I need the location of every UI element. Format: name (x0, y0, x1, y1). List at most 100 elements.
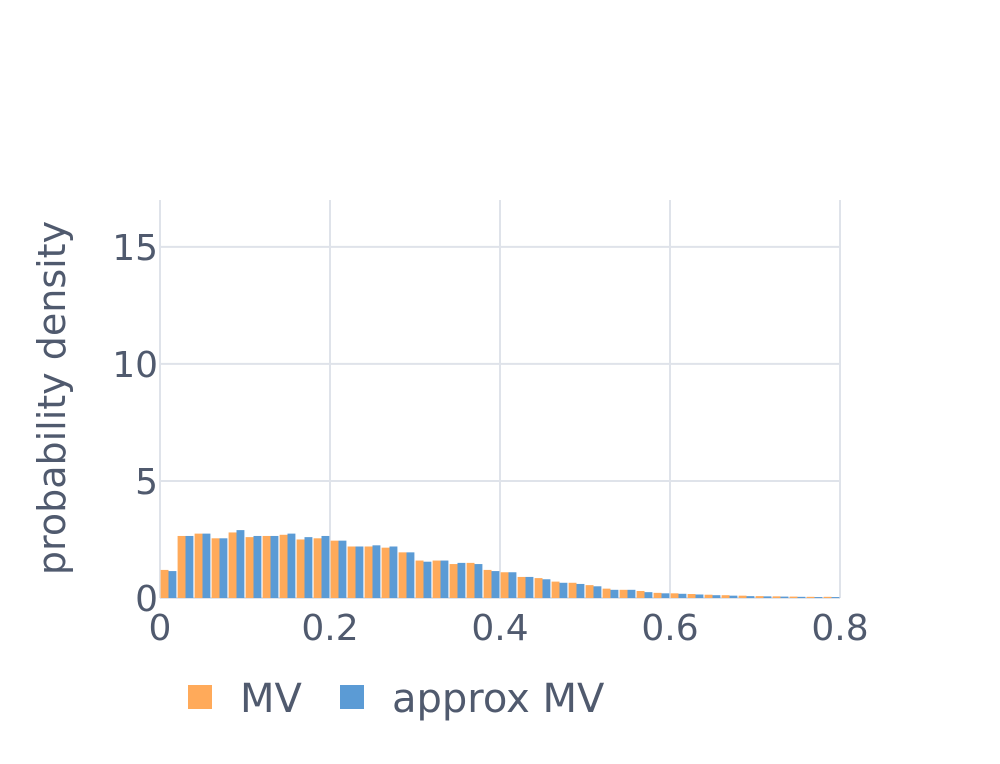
bar-mv (687, 594, 696, 598)
bar-approx-mv (678, 593, 687, 598)
bar-approx-mv (627, 589, 636, 598)
bar-approx-mv (508, 572, 517, 598)
legend-swatch-approx-mv[interactable] (340, 685, 364, 709)
bar-approx-mv (593, 586, 602, 598)
bar-approx-mv (559, 582, 568, 598)
bar-approx-mv (219, 538, 228, 598)
bar-approx-mv (729, 595, 738, 598)
bar-mv (228, 532, 237, 598)
bar-approx-mv (236, 530, 245, 598)
bar-approx-mv (202, 533, 211, 598)
bar-mv (636, 590, 645, 598)
bar-mv (653, 592, 662, 598)
x-tick-label: 0.2 (301, 608, 358, 649)
bar-approx-mv (525, 576, 534, 598)
bar-mv (670, 593, 679, 598)
bar-mv (551, 581, 560, 598)
bar-approx-mv (474, 564, 483, 598)
bar-approx-mv (406, 552, 415, 598)
bar-mv (381, 547, 390, 598)
bar-approx-mv (457, 562, 466, 598)
y-tick-label: 0 (135, 579, 158, 620)
bar-approx-mv (763, 596, 772, 598)
bar-mv (721, 595, 730, 598)
bar-mv (262, 535, 271, 598)
bar-approx-mv (440, 560, 449, 598)
bar-mv (789, 596, 798, 598)
bar-approx-mv (168, 571, 177, 598)
bar-mv (568, 582, 577, 598)
y-axis-title: probability density (30, 221, 74, 575)
bars-layer (160, 530, 840, 598)
bar-mv (160, 569, 169, 598)
bar-approx-mv (185, 535, 194, 598)
bar-mv (704, 594, 713, 598)
bar-approx-mv (491, 571, 500, 598)
bar-approx-mv (253, 535, 262, 598)
bar-approx-mv (542, 579, 551, 598)
bar-mv (449, 564, 458, 598)
bar-approx-mv (746, 596, 755, 598)
bar-mv (517, 576, 526, 598)
bar-approx-mv (712, 595, 721, 598)
legend-swatch-mv[interactable] (188, 685, 212, 709)
bar-approx-mv (338, 540, 347, 598)
bar-mv (432, 560, 441, 598)
tick-labels: 0 0.2 0.4 0.6 0.8 0 5 10 15 (112, 228, 868, 649)
bar-mv (347, 546, 356, 598)
bar-approx-mv (304, 537, 313, 598)
bar-approx-mv (576, 583, 585, 598)
legend-label-mv[interactable]: MV (240, 676, 303, 722)
bar-mv (806, 596, 815, 598)
bar-mv (534, 578, 543, 598)
legend[interactable]: MV approx MV (188, 676, 605, 722)
bar-mv (296, 539, 305, 598)
bar-mv (415, 560, 424, 598)
bar-approx-mv (610, 589, 619, 598)
x-tick-label: 0.6 (641, 608, 698, 649)
bar-mv (313, 538, 322, 598)
bar-mv (585, 585, 594, 598)
bar-approx-mv (814, 597, 823, 598)
bar-approx-mv (797, 596, 806, 598)
x-tick-label: 0.8 (811, 608, 868, 649)
bar-mv (398, 552, 407, 598)
y-tick-label: 10 (112, 345, 158, 386)
bar-mv (755, 596, 764, 598)
bar-mv (602, 588, 611, 598)
legend-label-approx-mv[interactable]: approx MV (392, 676, 605, 722)
bar-mv (177, 535, 186, 598)
bar-approx-mv (270, 535, 279, 598)
bar-mv (738, 595, 747, 598)
grid-lines (159, 200, 841, 599)
x-tick-label: 0.4 (471, 608, 528, 649)
bar-mv (500, 572, 509, 598)
bar-mv (279, 534, 288, 598)
bar-mv (466, 562, 475, 598)
bar-mv (194, 533, 203, 598)
bar-mv (364, 546, 373, 598)
bar-approx-mv (389, 546, 398, 598)
bar-approx-mv (780, 596, 789, 598)
y-tick-label: 5 (135, 462, 158, 503)
bar-approx-mv (423, 561, 432, 598)
bar-approx-mv (355, 546, 364, 598)
bar-mv (330, 540, 339, 598)
bar-approx-mv (661, 593, 670, 598)
y-tick-label: 15 (112, 228, 158, 269)
bar-mv (772, 596, 781, 598)
bar-approx-mv (831, 597, 840, 598)
bar-mv (483, 569, 492, 598)
bar-approx-mv (695, 594, 704, 598)
bar-approx-mv (321, 535, 330, 598)
bar-approx-mv (644, 592, 653, 598)
bar-mv (619, 589, 628, 598)
bar-mv (823, 596, 832, 598)
bar-approx-mv (287, 533, 296, 598)
bar-approx-mv (372, 545, 381, 598)
bar-mv (211, 538, 220, 598)
x-tick-label: 0 (149, 608, 172, 649)
bar-mv (245, 537, 254, 598)
